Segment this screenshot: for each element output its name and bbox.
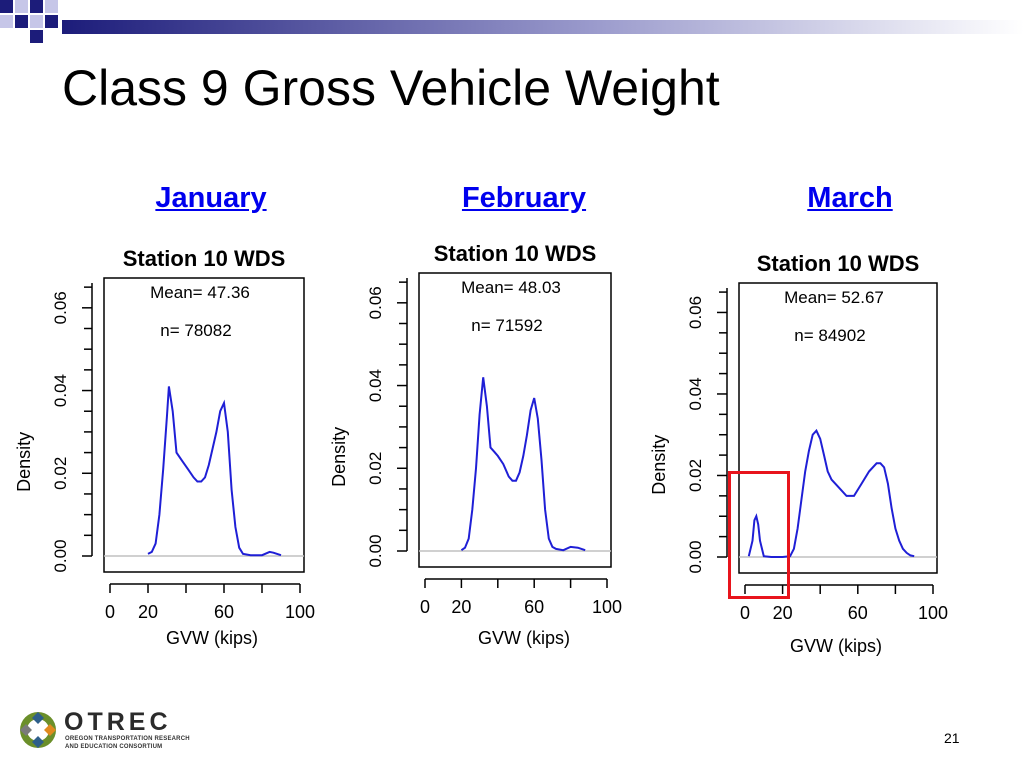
x-tick-label: 100 xyxy=(918,603,948,623)
march-link[interactable]: March xyxy=(807,182,893,214)
deco-square-navy xyxy=(30,30,43,43)
y-tick-label: 0.04 xyxy=(686,377,705,410)
x-tick-label: 20 xyxy=(451,597,471,617)
page-number: 21 xyxy=(944,730,960,746)
x-tick-label: 100 xyxy=(592,597,622,617)
chart-title: Station 10 WDS xyxy=(123,246,286,271)
y-tick-label: 0.04 xyxy=(51,374,70,407)
deco-square-navy xyxy=(15,15,28,28)
density-curve xyxy=(147,386,282,557)
logo-subtitle-line-1: OREGON TRANSPORTATION RESEARCH xyxy=(65,736,190,742)
deco-square-light xyxy=(0,15,13,28)
y-tick-label: 0.00 xyxy=(366,534,385,567)
x-tick-label: 0 xyxy=(740,603,750,623)
x-tick-label: 0 xyxy=(105,602,115,622)
mean-label: Mean= 52.67 xyxy=(784,288,884,307)
slide-title: Class 9 Gross Vehicle Weight xyxy=(62,60,720,116)
february-x-caption: GVW (kips) xyxy=(478,628,570,648)
deco-square-navy xyxy=(45,15,58,28)
density-curve xyxy=(747,428,915,558)
deco-square-navy xyxy=(30,0,43,13)
january-density-chart: Station 10 WDS Mean= 47.36 n= 78082 0.00 0.0… xyxy=(14,246,315,622)
mean-label: Mean= 48.03 xyxy=(461,278,561,297)
decorative-header xyxy=(0,0,1024,43)
x-tick-label: 60 xyxy=(848,603,868,623)
february-link[interactable]: February xyxy=(461,182,587,214)
deco-square-light xyxy=(30,15,43,28)
highlight-box xyxy=(728,471,790,599)
n-label: n= 78082 xyxy=(160,321,231,340)
y-tick-label: 0.00 xyxy=(686,540,705,573)
y-tick-label: 0.04 xyxy=(366,369,385,402)
deco-gradient-bar xyxy=(62,20,1024,34)
february-density-chart: Station 10 WDS Mean= 48.03 n= 71592 0.00 0.0… xyxy=(329,241,622,617)
x-tick-label: 100 xyxy=(285,602,315,622)
x-tick-label: 20 xyxy=(138,602,158,622)
chart-title: Station 10 WDS xyxy=(757,251,920,276)
x-tick-label: 60 xyxy=(524,597,544,617)
x-tick-label: 20 xyxy=(773,603,793,623)
y-tick-label: 0.06 xyxy=(366,286,385,319)
x-tick-label: 0 xyxy=(420,597,430,617)
y-axis-label: Density xyxy=(329,427,349,487)
logo-wordmark: OTREC xyxy=(64,708,172,736)
chart-title: Station 10 WDS xyxy=(434,241,597,266)
y-tick-label: 0.02 xyxy=(686,459,705,492)
y-axis-label: Density xyxy=(14,432,34,492)
deco-square-light xyxy=(15,0,28,13)
mean-label: Mean= 47.36 xyxy=(150,283,250,302)
march-x-caption: GVW (kips) xyxy=(790,636,882,656)
y-tick-label: 0.02 xyxy=(366,452,385,485)
plot-frame xyxy=(103,277,305,573)
y-tick-label: 0.02 xyxy=(51,457,70,490)
logo-subtitle-line-2: AND EDUCATION CONSORTIUM xyxy=(65,744,163,750)
plot-frame xyxy=(738,282,938,574)
n-label: n= 71592 xyxy=(471,316,542,335)
january-x-caption: GVW (kips) xyxy=(166,628,258,648)
y-axis-label: Density xyxy=(649,435,669,495)
y-tick-label: 0.06 xyxy=(51,291,70,324)
y-tick-label: 0.00 xyxy=(51,539,70,572)
n-label: n= 84902 xyxy=(794,326,865,345)
y-tick-label: 0.06 xyxy=(686,296,705,329)
density-curve xyxy=(460,377,586,552)
x-tick-label: 60 xyxy=(214,602,234,622)
deco-square-navy xyxy=(0,0,13,13)
deco-square-light xyxy=(45,0,58,13)
plot-frame xyxy=(418,272,612,568)
otrec-logo xyxy=(20,712,56,748)
january-link[interactable]: January xyxy=(155,182,267,214)
march-density-chart: Station 10 WDS Mean= 52.67 n= 84902 0.00 0.0… xyxy=(649,251,948,623)
